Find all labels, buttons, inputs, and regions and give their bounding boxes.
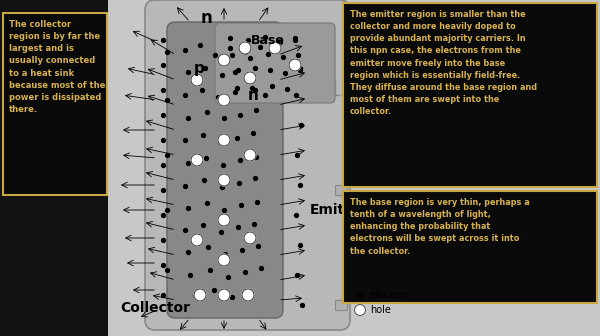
Circle shape bbox=[244, 232, 256, 244]
Bar bbox=[335, 185, 347, 195]
Circle shape bbox=[289, 59, 301, 71]
Circle shape bbox=[355, 304, 365, 316]
Circle shape bbox=[191, 74, 203, 86]
Bar bbox=[0, 0, 108, 336]
Circle shape bbox=[218, 174, 230, 186]
Circle shape bbox=[218, 214, 230, 226]
Text: Base: Base bbox=[251, 34, 285, 46]
Text: n: n bbox=[201, 9, 213, 27]
FancyBboxPatch shape bbox=[215, 23, 335, 103]
FancyBboxPatch shape bbox=[145, 0, 350, 330]
Bar bbox=[335, 300, 347, 310]
Circle shape bbox=[218, 289, 230, 301]
Circle shape bbox=[191, 234, 203, 246]
FancyBboxPatch shape bbox=[343, 191, 597, 303]
FancyBboxPatch shape bbox=[167, 22, 283, 318]
Circle shape bbox=[218, 134, 230, 146]
Text: p: p bbox=[194, 60, 205, 76]
Text: The emitter region is smaller than the
collector and more heavily doped to
provi: The emitter region is smaller than the c… bbox=[350, 10, 537, 116]
Text: Emitter: Emitter bbox=[310, 203, 368, 217]
Text: n: n bbox=[248, 87, 259, 102]
FancyBboxPatch shape bbox=[3, 13, 107, 195]
Circle shape bbox=[191, 154, 203, 166]
Circle shape bbox=[218, 254, 230, 266]
Text: The base region is very thin, perhaps a
tenth of a wavelength of light,
enhancin: The base region is very thin, perhaps a … bbox=[350, 198, 530, 256]
Circle shape bbox=[244, 149, 256, 161]
Text: hole: hole bbox=[370, 305, 391, 315]
Circle shape bbox=[218, 94, 230, 106]
Circle shape bbox=[269, 42, 281, 54]
Circle shape bbox=[194, 289, 206, 301]
Text: The collector
region is by far the
largest and is
usually connected
to a heat si: The collector region is by far the large… bbox=[9, 20, 106, 114]
Text: electron: electron bbox=[370, 290, 410, 300]
Circle shape bbox=[239, 42, 251, 54]
FancyBboxPatch shape bbox=[343, 3, 597, 187]
Text: Collector: Collector bbox=[120, 301, 190, 315]
Circle shape bbox=[242, 289, 254, 301]
Circle shape bbox=[244, 72, 256, 84]
Circle shape bbox=[218, 54, 230, 66]
